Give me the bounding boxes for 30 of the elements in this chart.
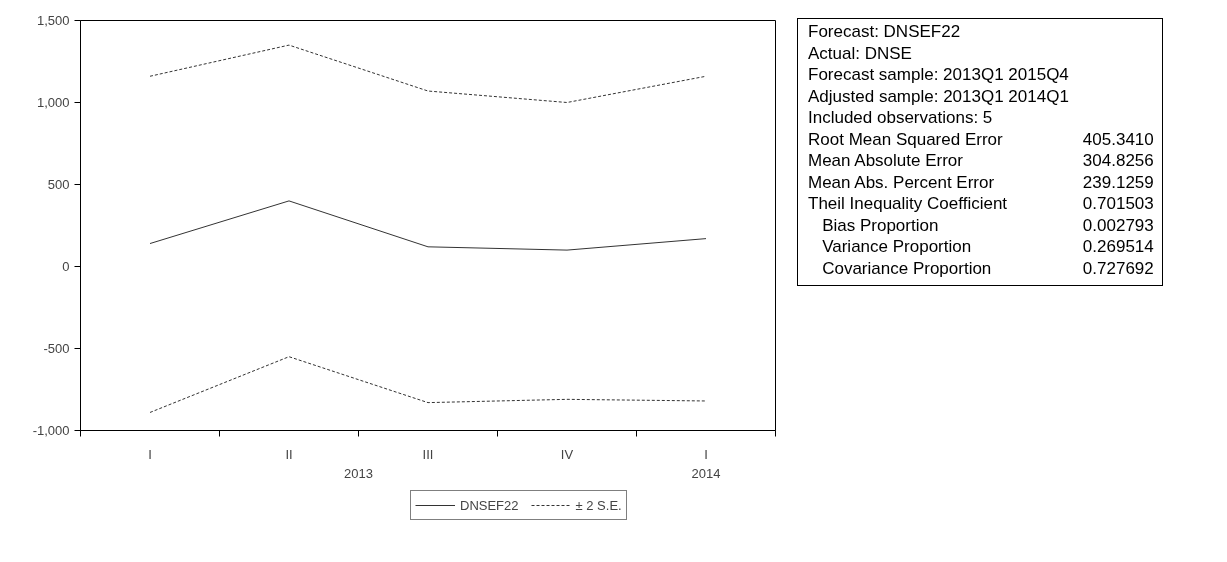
x-tick-label: IV <box>560 446 574 462</box>
y-tick-label: 500 <box>47 177 70 192</box>
line-series <box>149 356 707 413</box>
text: Bias Proportion 0.002793 <box>822 215 1154 235</box>
text: Root Mean Squared Error 405.3410 <box>808 129 1154 149</box>
text: Included observations: 5 <box>808 107 994 129</box>
x-tick-label: I <box>704 446 708 462</box>
x-tick-label: I <box>148 446 152 462</box>
text: Actual: DNSE <box>808 42 913 64</box>
y-tick-label: -500 <box>43 341 70 356</box>
x-tick-label: III <box>422 446 434 462</box>
text: Forecast: DNSEF22 <box>808 21 962 43</box>
y-tick-label: 0 <box>62 259 70 274</box>
text: 2014 <box>691 465 721 481</box>
legend-label: DNSEF22 <box>460 497 519 513</box>
y-tick-label: -1,000 <box>32 423 70 438</box>
line-series <box>149 200 707 251</box>
text: Adjusted sample: 2013Q1 2014Q1 <box>808 85 1070 107</box>
text: Forecast sample: 2013Q1 2015Q4 <box>808 64 1070 86</box>
x-tick-label: II <box>285 446 293 462</box>
y-tick-label: 1,500 <box>36 13 70 28</box>
text: Theil Inequality Coefficient 0.701503 <box>808 194 1154 213</box>
y-tick-label: 1,000 <box>36 95 70 110</box>
text: 2013 <box>344 465 373 481</box>
line-series <box>149 44 707 103</box>
text: Variance Proportion 0.269514 <box>822 237 1154 256</box>
text: Covariance Proportion 0.727692 <box>822 258 1154 278</box>
legend-label: ± 2 S.E. <box>575 497 622 513</box>
text: Mean Absolute Error 304.8256 <box>808 151 1154 170</box>
text: Mean Abs. Percent Error 239.1259 <box>808 172 1154 192</box>
